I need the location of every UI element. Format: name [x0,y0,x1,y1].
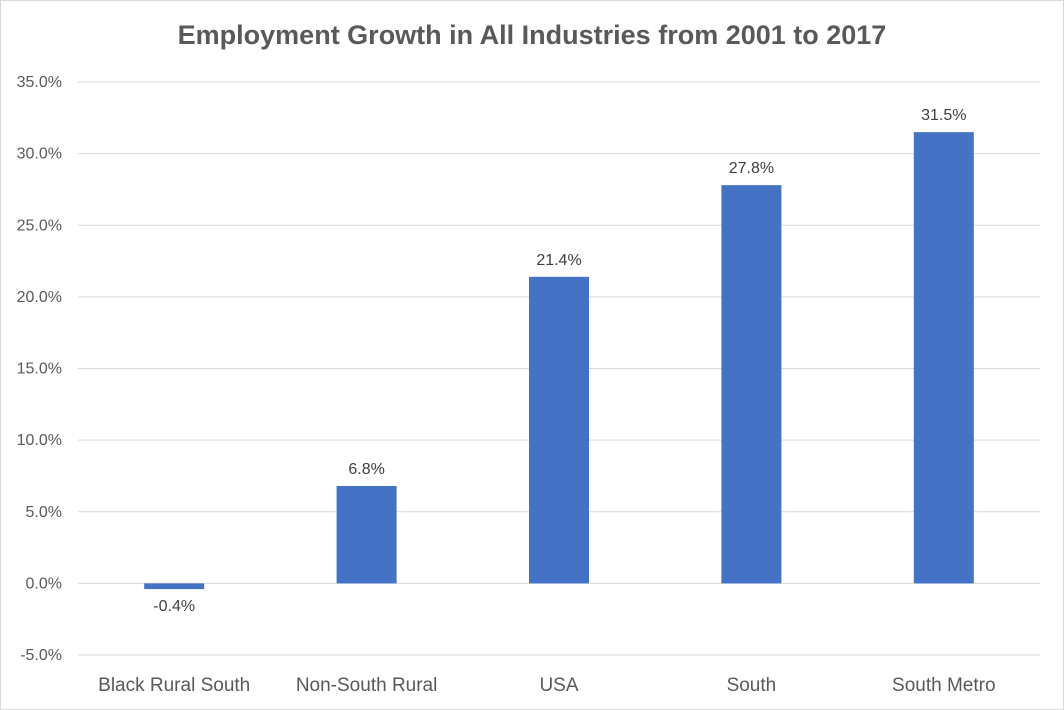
data-label: 27.8% [729,160,774,177]
bar [336,485,397,584]
y-tick-label: 0.0% [26,575,62,592]
y-tick-label: 25.0% [17,217,62,234]
data-label: 6.8% [348,461,384,478]
bar [529,276,589,584]
bar [721,185,782,584]
x-axis-categories: Black Rural South Non-South Rural USA South… [98,675,995,696]
category-label: USA [539,675,578,696]
y-tick-label: 30.0% [17,146,62,163]
y-tick-label: 20.0% [17,289,62,306]
chart-title: Employment Growth in All Industries from… [177,20,887,50]
bar [144,583,205,590]
bar [913,132,974,584]
y-tick-label: 35.0% [17,74,62,91]
y-axis-ticks: -5.0% 0.0% 5.0% 10.0% 15.0% 20.0% 25.0% 30.0% 35… [17,74,62,664]
y-tick-label: -5.0% [20,647,62,664]
data-label: 31.5% [921,107,966,124]
category-label: South Metro [892,675,996,696]
category-label: Black Rural South [98,675,250,696]
category-label: Non-South Rural [296,675,438,696]
category-label: South [727,675,777,696]
y-tick-label: 5.0% [26,504,62,521]
y-tick-label: 15.0% [17,361,62,378]
data-label: -0.4% [153,598,195,615]
bars [144,132,974,590]
y-tick-label: 10.0% [17,432,62,449]
data-label: 21.4% [536,252,581,269]
data-labels: -0.4% 6.8% 21.4% 27.8% 31.5% [153,107,966,615]
